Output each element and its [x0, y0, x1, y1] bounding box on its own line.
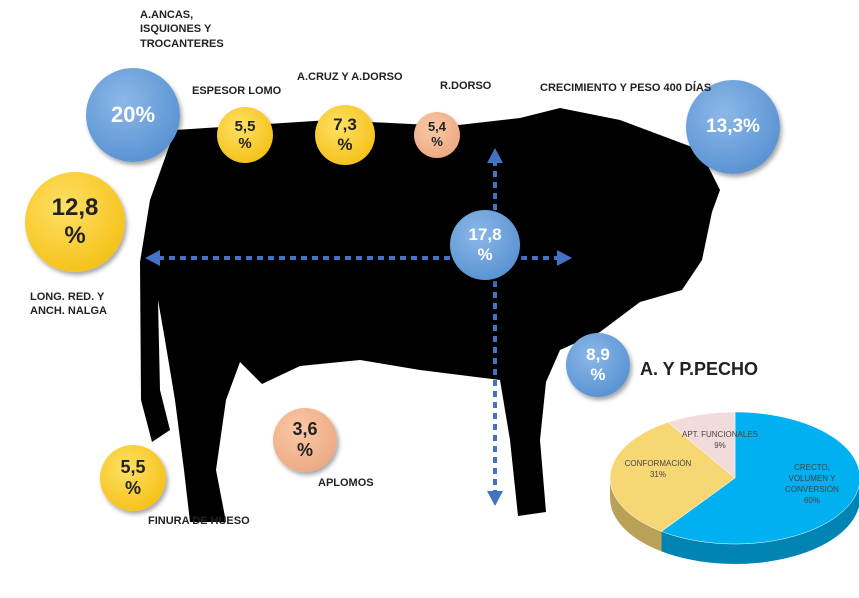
pie-category-label: APT. FUNCIONALES: [682, 430, 758, 439]
pie-category-label: CONFORMACIÓN: [625, 459, 692, 468]
pie-value-label: 60%: [804, 496, 820, 505]
pie-value-label: 31%: [650, 470, 666, 479]
region-label: A.CRUZ Y A.DORSO: [297, 70, 403, 84]
region-label: ESPESOR LOMO: [192, 84, 281, 98]
region-label: CRECIMIENTO Y PESO 400 DÍAS: [540, 81, 711, 95]
region-label: R.DORSO: [440, 79, 491, 93]
pie-value-label: 9%: [714, 441, 726, 450]
region-label: LONG. RED. Y ANCH. NALGA: [30, 290, 107, 319]
value-bubble: 17,8 %: [450, 210, 520, 280]
value-bubble: 5,5 %: [217, 107, 273, 163]
value-bubble: 3,6 %: [273, 408, 337, 472]
region-label: FINURA DE HUESO: [148, 514, 250, 528]
region-label: APLOMOS: [318, 476, 374, 490]
region-label: A. Y P.PECHO: [640, 358, 758, 381]
value-bubble: 8,9 %: [566, 333, 630, 397]
region-label: A.ANCAS, ISQUIONES Y TROCANTERES: [140, 8, 224, 51]
value-bubble: 7,3 %: [315, 105, 375, 165]
value-bubble: 20%: [86, 68, 180, 162]
page: CRECTO,VOLUMEN YCONVERSIÓN60%CONFORMACIÓ…: [0, 0, 859, 598]
value-bubble: 5,4 %: [414, 112, 460, 158]
arrow-head: [487, 491, 503, 506]
value-bubble: 12,8 %: [25, 172, 125, 272]
value-bubble: 5,5 %: [100, 445, 166, 511]
